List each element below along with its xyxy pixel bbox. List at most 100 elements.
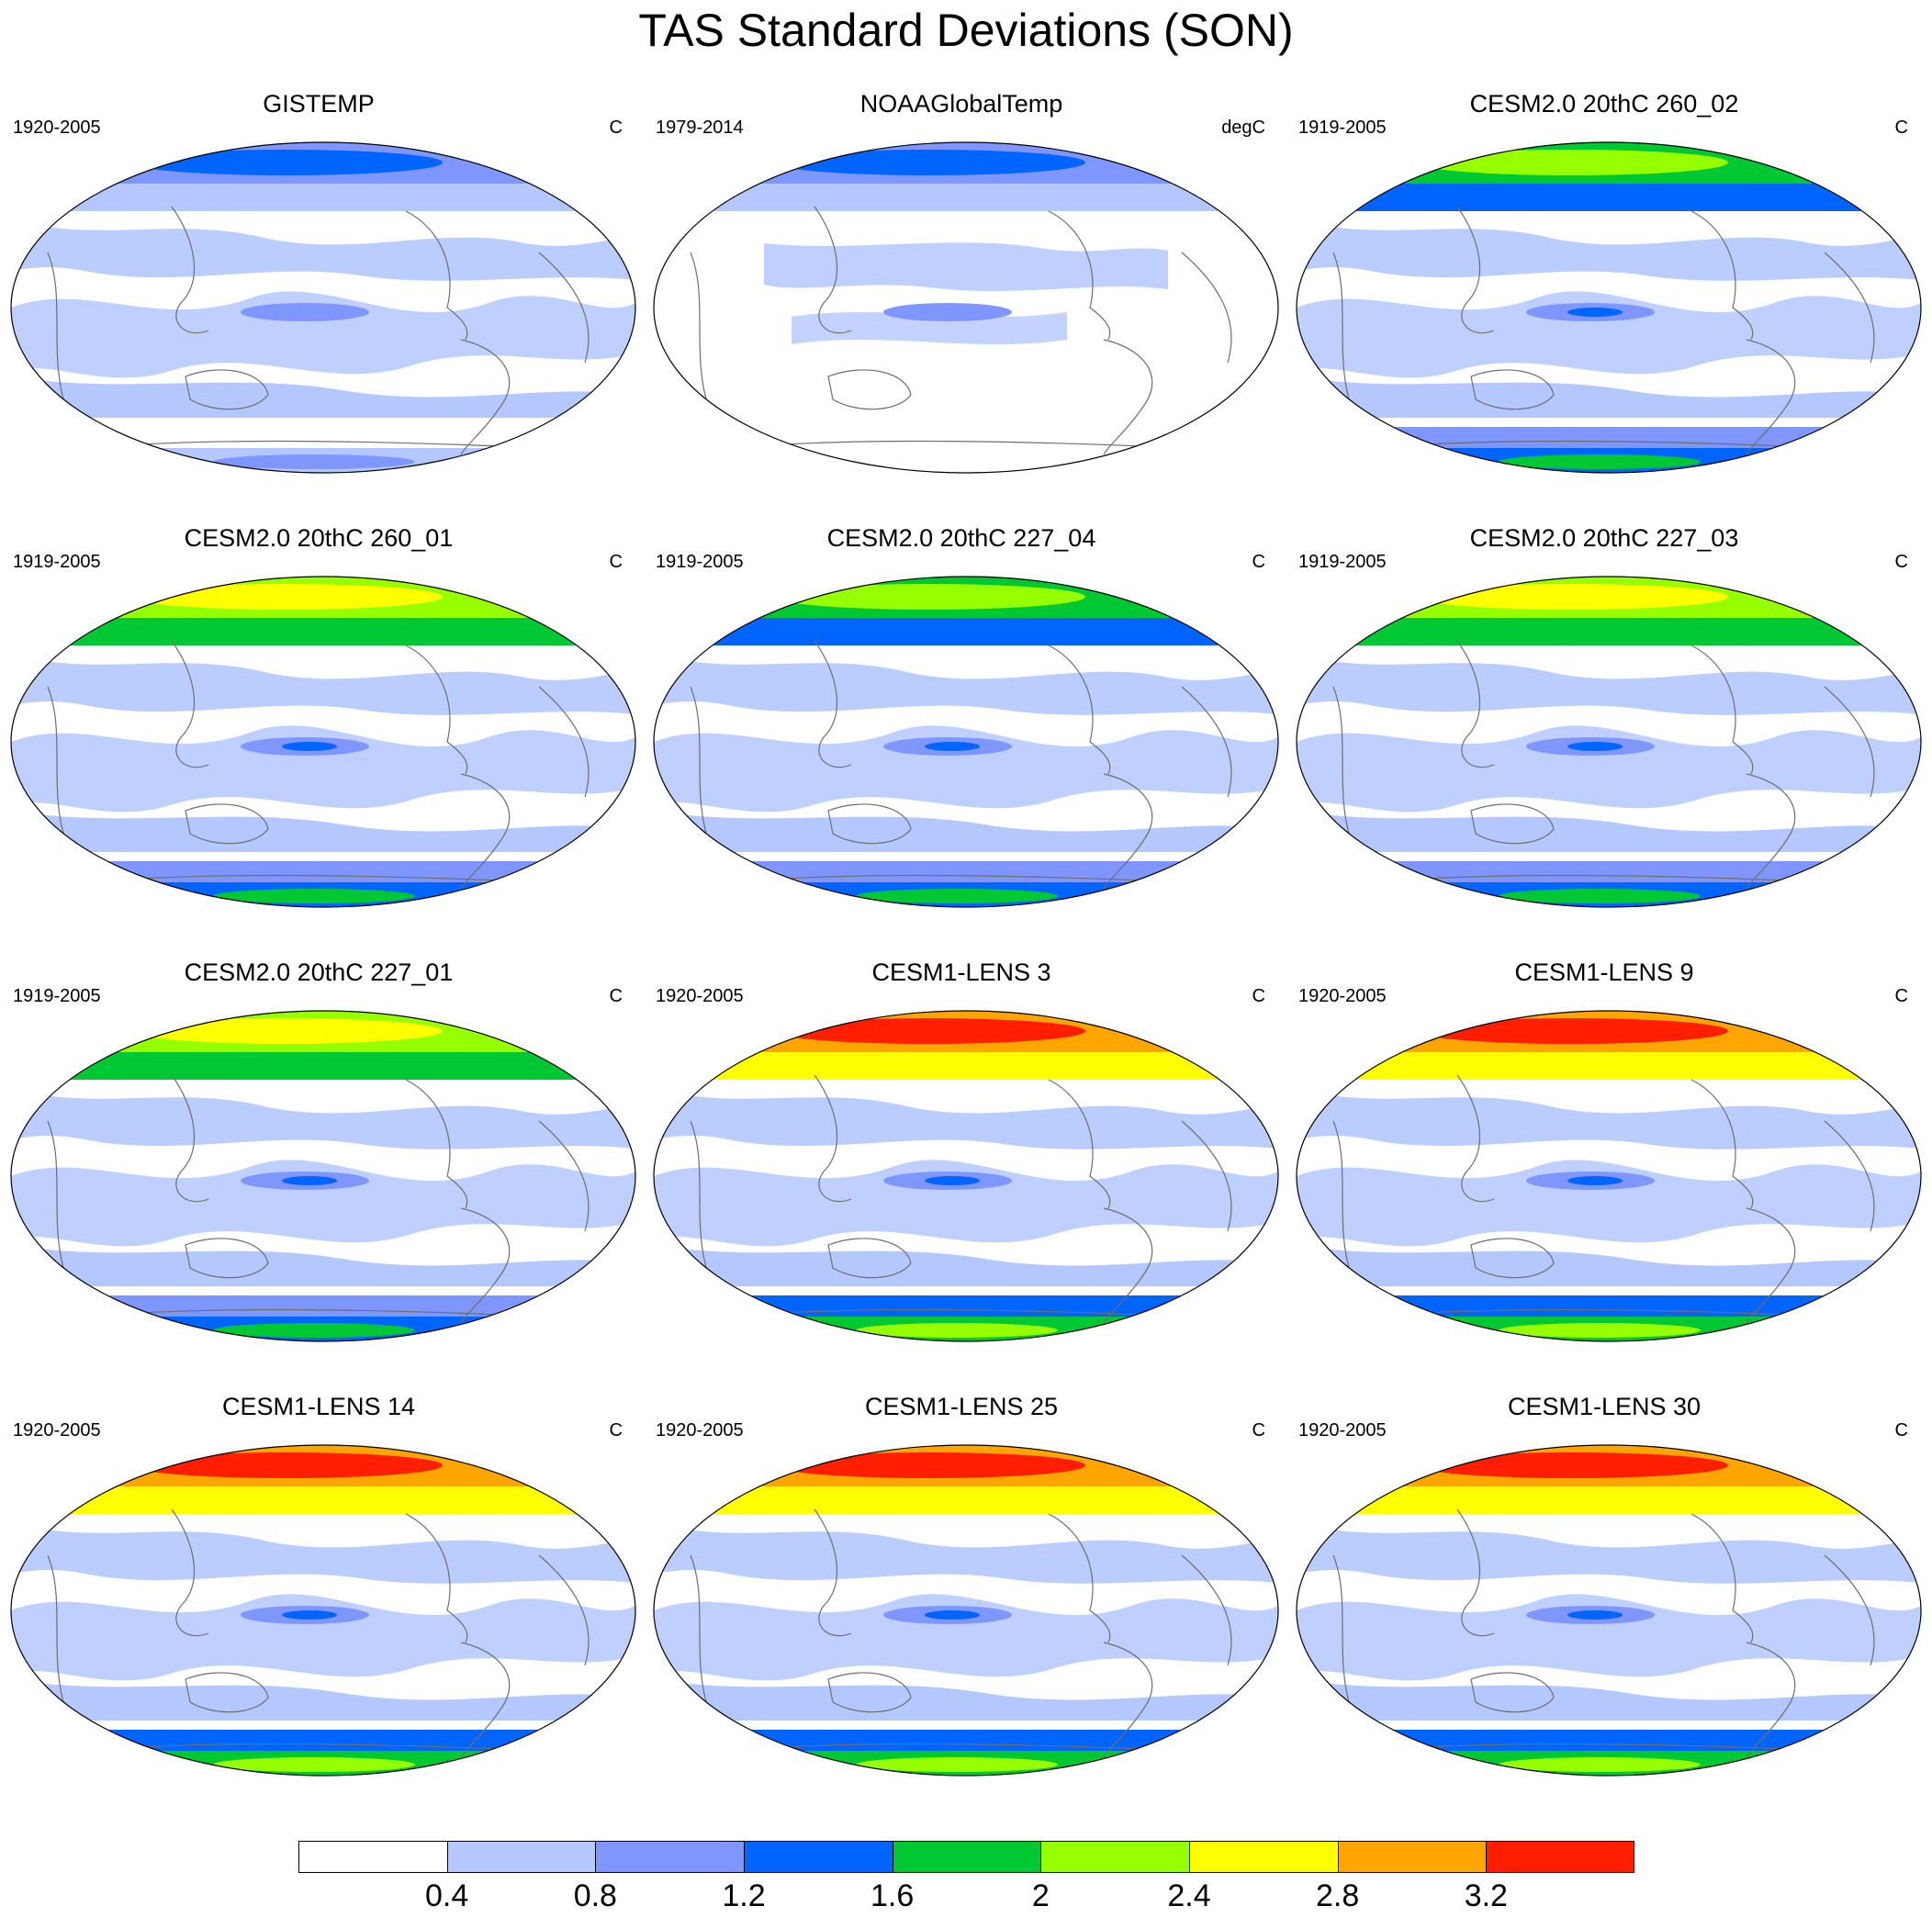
- enso-core: [925, 1610, 980, 1620]
- antarctic-core: [213, 1757, 415, 1772]
- coastline: [171, 206, 209, 334]
- northern-midlat-band: [1297, 655, 1921, 715]
- northern-midlat-band: [764, 242, 1168, 291]
- map-panel: CESM1-LENS 30 1920-2005 C: [1287, 1390, 1922, 1794]
- coastline: [1103, 1207, 1153, 1324]
- colorbar-swatch: [595, 1841, 744, 1873]
- enso-core: [1567, 308, 1623, 317]
- northern-midlat-band: [11, 220, 635, 281]
- robinson-map: [1296, 1010, 1922, 1342]
- arctic-core: [1416, 150, 1728, 175]
- colorbar-swatch: [1040, 1841, 1189, 1873]
- panel-title: CESM2.0 20thC 227_03: [1469, 524, 1739, 552]
- colorbar-swatch: [892, 1841, 1041, 1873]
- coastline: [827, 1672, 912, 1713]
- coastline: [690, 1120, 710, 1278]
- coastline: [1746, 339, 1796, 455]
- robinson-map: [653, 1010, 1279, 1342]
- temperature-field: [1297, 577, 1921, 907]
- enso-region: [883, 303, 1012, 321]
- robinson-map: [1296, 1444, 1922, 1777]
- tropical-band: [11, 1594, 635, 1681]
- antarctic-core: [856, 1323, 1058, 1338]
- coastline: [1332, 686, 1353, 844]
- panel-period: 1919-2005: [13, 552, 101, 572]
- panel-units: C: [1894, 1420, 1908, 1441]
- northern-midlat-band: [1297, 1523, 1921, 1584]
- panel-period: 1920-2005: [13, 118, 101, 138]
- coastline: [1181, 252, 1232, 364]
- arctic-core: [773, 584, 1085, 610]
- colorbar-legend: 0.4 0.8 1.2 1.6 2 2.4 2.8 3.2: [298, 1841, 1634, 1914]
- tropical-band: [1297, 1160, 1921, 1247]
- northern-midlat-band: [654, 1523, 1278, 1584]
- colorbar-swatch: [1337, 1841, 1487, 1873]
- coastline: [538, 1120, 590, 1232]
- enso-core: [1567, 742, 1623, 751]
- coastlines: [690, 640, 1232, 890]
- map-panel: CESM2.0 20thC 227_01 1919-2005 C: [2, 956, 636, 1360]
- antarctic-core: [213, 889, 415, 903]
- coastline: [405, 1079, 468, 1209]
- coastline: [1746, 1207, 1796, 1324]
- enso-core: [282, 742, 337, 751]
- colorbar-tick-label: 2.4: [1167, 1878, 1211, 1913]
- coastline: [1824, 686, 1875, 798]
- map-panel: CESM2.0 20thC 260_01 1919-2005 C: [2, 521, 636, 925]
- antarctic-core: [1499, 1757, 1701, 1772]
- figure-title: TAS Standard Deviations (SON): [638, 5, 1294, 56]
- coastline: [538, 686, 590, 798]
- coastline: [1746, 773, 1796, 890]
- coastline: [538, 1554, 590, 1666]
- tropical-band: [11, 725, 635, 813]
- coastline: [171, 1508, 209, 1637]
- coastline: [185, 803, 269, 845]
- colorbar-swatch: [1189, 1841, 1338, 1873]
- antarctic-core: [213, 454, 415, 469]
- coastline: [1690, 1513, 1754, 1643]
- panel-units: C: [609, 552, 623, 572]
- robinson-map: [653, 141, 1279, 474]
- southern-midlat-band: [654, 811, 1278, 852]
- temperature-field: [1297, 1445, 1921, 1776]
- colorbar-tick-label: 2: [1031, 1878, 1050, 1913]
- northern-midlat-band: [1297, 220, 1921, 281]
- enso-core: [282, 1176, 337, 1185]
- arctic-core: [130, 1452, 443, 1478]
- coastline: [185, 1672, 269, 1713]
- map-panel: CESM2.0 20thC 227_04 1919-2005 C: [645, 521, 1279, 925]
- northern-midlat-band: [654, 655, 1278, 715]
- colorbar-swatch: [1486, 1841, 1634, 1873]
- panel-units: C: [1252, 552, 1265, 572]
- coastline: [1103, 1642, 1153, 1758]
- arctic-core: [130, 1018, 443, 1044]
- coastline: [1690, 1079, 1754, 1209]
- map-panel: CESM1-LENS 9 1920-2005 C: [1287, 956, 1922, 1360]
- panel-period: 1920-2005: [13, 1420, 101, 1441]
- panel-units: C: [609, 1420, 623, 1441]
- panel-units: C: [1894, 986, 1908, 1006]
- coastline: [1103, 339, 1153, 455]
- enso-core: [925, 1176, 980, 1185]
- temperature-field: [654, 1445, 1278, 1776]
- panel-title: CESM2.0 20thC 260_02: [1469, 90, 1739, 118]
- coastline: [405, 210, 468, 341]
- panel-title: CESM1-LENS 3: [871, 958, 1051, 986]
- map-outline: [10, 141, 636, 474]
- coastline: [1690, 645, 1754, 775]
- colorbar-tick-label: 0.8: [573, 1878, 617, 1913]
- map-panel: GISTEMP 1920-2005 C: [2, 87, 636, 491]
- coastline: [690, 1554, 710, 1712]
- coastline: [1470, 1672, 1555, 1713]
- enso-region: [241, 303, 369, 321]
- robinson-map: [10, 141, 636, 474]
- coastline: [1456, 640, 1495, 768]
- coastline: [1470, 369, 1555, 410]
- coastline: [1470, 803, 1555, 845]
- coastline: [185, 369, 269, 410]
- coastline: [1456, 206, 1495, 334]
- coastline: [827, 369, 912, 410]
- coastline: [1048, 645, 1111, 775]
- panel-period: 1920-2005: [656, 1420, 744, 1441]
- coastline: [1746, 1642, 1796, 1758]
